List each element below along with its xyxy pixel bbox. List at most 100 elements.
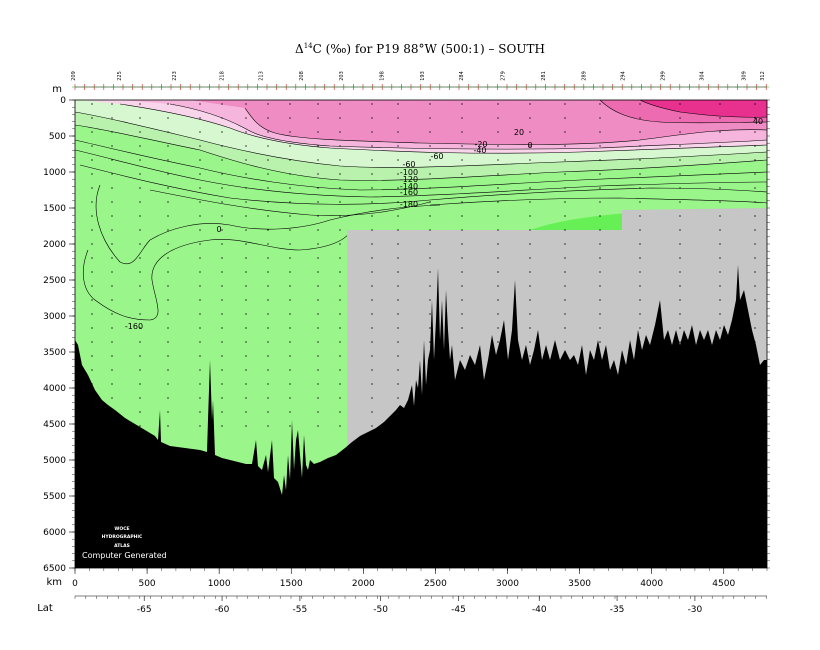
sample-dot bbox=[719, 131, 721, 133]
sample-dot bbox=[639, 327, 641, 329]
sample-dot bbox=[754, 411, 756, 413]
sample-dot bbox=[167, 327, 169, 329]
sample-dot bbox=[754, 271, 756, 273]
sample-dot bbox=[339, 383, 341, 385]
sample-dot bbox=[497, 271, 499, 273]
sample-dot bbox=[719, 411, 721, 413]
km-tick-label: 2000 bbox=[352, 579, 375, 589]
station-label: 304 bbox=[700, 71, 706, 81]
lat-tick-label: -35 bbox=[610, 605, 625, 615]
sample-dot bbox=[429, 425, 431, 427]
sample-dot bbox=[529, 145, 531, 147]
sample-dot bbox=[529, 159, 531, 161]
sample-dot bbox=[639, 159, 641, 161]
sample-dot bbox=[339, 243, 341, 245]
sample-dot bbox=[289, 103, 291, 105]
sample-dot bbox=[599, 117, 601, 119]
sample-dot bbox=[529, 425, 531, 427]
sample-dot bbox=[91, 187, 93, 189]
sample-dot bbox=[371, 215, 373, 217]
sample-dot bbox=[461, 201, 463, 203]
sample-dot bbox=[317, 341, 319, 343]
sample-dot bbox=[267, 355, 269, 357]
sample-dot bbox=[639, 215, 641, 217]
sample-dot bbox=[317, 145, 319, 147]
sample-dot bbox=[199, 131, 201, 133]
sample-dot bbox=[199, 327, 201, 329]
sample-dot bbox=[564, 159, 566, 161]
sample-dot bbox=[754, 243, 756, 245]
sample-dot bbox=[339, 229, 341, 231]
sample-dot bbox=[719, 383, 721, 385]
sample-dot bbox=[221, 201, 223, 203]
sample-dot bbox=[599, 243, 601, 245]
sample-dot bbox=[639, 243, 641, 245]
sample-dot bbox=[339, 145, 341, 147]
contour-line bbox=[119, 103, 767, 154]
sample-dot bbox=[639, 355, 641, 357]
sample-dot bbox=[371, 285, 373, 287]
depth-tick-label: 5000 bbox=[43, 456, 66, 466]
sample-dot bbox=[497, 201, 499, 203]
sample-dot bbox=[167, 271, 169, 273]
contour-label: -160 bbox=[400, 188, 418, 197]
lat-tick-label: -65 bbox=[137, 605, 152, 615]
sample-dot bbox=[139, 341, 141, 343]
station-label: 281 bbox=[541, 71, 547, 81]
contour-label: -180 bbox=[400, 200, 418, 209]
sample-dot bbox=[371, 397, 373, 399]
sample-dot bbox=[245, 201, 247, 203]
sample-dot bbox=[289, 425, 291, 427]
lat-axis: -65 -60 -55 -50 -45 -40 -35 -30 bbox=[74, 596, 767, 615]
km-tick-label: 3000 bbox=[496, 579, 519, 589]
sample-dot bbox=[564, 313, 566, 315]
contour-label: -160 bbox=[125, 322, 143, 331]
km-tick-label: 4000 bbox=[640, 579, 663, 589]
sample-dot bbox=[639, 271, 641, 273]
sample-dot bbox=[371, 145, 373, 147]
sample-dot bbox=[371, 271, 373, 273]
sample-dot bbox=[317, 173, 319, 175]
sample-dot bbox=[339, 103, 341, 105]
sample-dot bbox=[167, 131, 169, 133]
sample-dot bbox=[599, 103, 601, 105]
top-ticks bbox=[72, 84, 770, 90]
sample-dots bbox=[91, 103, 756, 427]
sample-dot bbox=[397, 369, 399, 371]
sample-dot bbox=[139, 117, 141, 119]
sample-dot bbox=[599, 299, 601, 301]
lat-tick-label: -60 bbox=[215, 605, 230, 615]
sample-dot bbox=[397, 411, 399, 413]
sample-dot bbox=[267, 257, 269, 259]
sample-dot bbox=[397, 425, 399, 427]
station-label: 198 bbox=[380, 71, 386, 81]
sample-dot bbox=[497, 299, 499, 301]
sample-dot bbox=[167, 201, 169, 203]
sample-dot bbox=[599, 271, 601, 273]
sample-dot bbox=[679, 411, 681, 413]
sample-dot bbox=[111, 201, 113, 203]
sample-dot bbox=[221, 117, 223, 119]
sample-dot bbox=[199, 103, 201, 105]
sample-dot bbox=[289, 411, 291, 413]
sample-dot bbox=[245, 271, 247, 273]
sample-dot bbox=[267, 369, 269, 371]
sample-dot bbox=[599, 159, 601, 161]
sample-dot bbox=[267, 411, 269, 413]
sample-dot bbox=[317, 383, 319, 385]
sample-dot bbox=[199, 313, 201, 315]
sample-dot bbox=[245, 257, 247, 259]
sample-dot bbox=[91, 313, 93, 315]
sample-dot bbox=[245, 299, 247, 301]
sample-dot bbox=[267, 341, 269, 343]
sample-dot bbox=[679, 159, 681, 161]
contour-line bbox=[429, 197, 767, 206]
lat-tick-label: -30 bbox=[688, 605, 703, 615]
contour-label: 0 bbox=[527, 141, 532, 150]
sample-dot bbox=[564, 355, 566, 357]
sample-dot bbox=[497, 369, 499, 371]
sample-dot bbox=[317, 215, 319, 217]
sample-dot bbox=[371, 341, 373, 343]
sample-dot bbox=[754, 159, 756, 161]
